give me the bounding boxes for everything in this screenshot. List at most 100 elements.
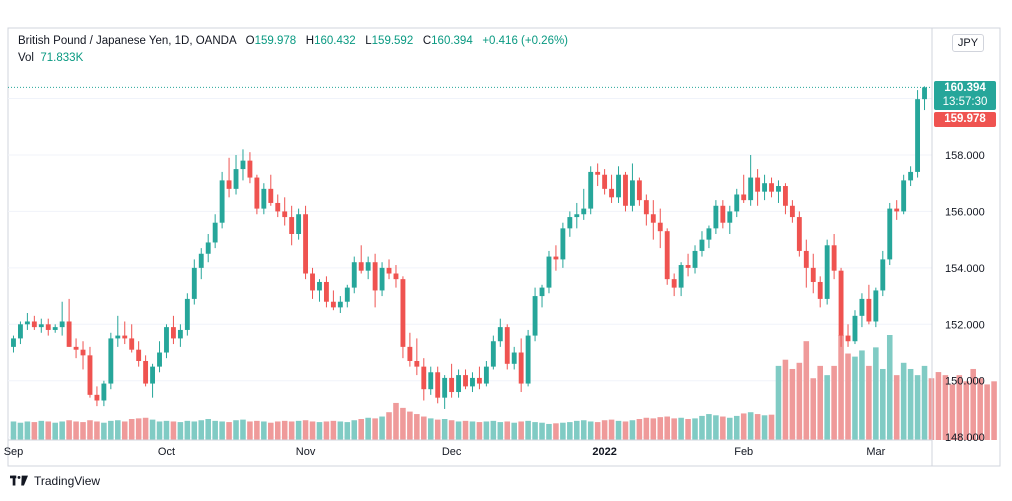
volume-bar <box>664 416 670 440</box>
candle-body <box>365 262 371 271</box>
candle-body <box>546 256 552 288</box>
candle-body <box>852 315 858 342</box>
volume-bar <box>142 417 149 440</box>
x-tick-label: Sep <box>4 446 24 458</box>
x-tick-label: Nov <box>296 446 316 458</box>
open-label: O <box>245 35 255 47</box>
volume-bar <box>803 341 810 440</box>
volume-bar <box>615 420 622 440</box>
candle-body <box>24 321 30 325</box>
candle-body <box>393 273 399 280</box>
candle-body <box>838 270 844 336</box>
volume-bar <box>261 421 267 440</box>
symbol-title[interactable]: British Pound / Japanese Yen, 1D, OANDA <box>18 35 236 47</box>
candle-body <box>31 321 37 328</box>
volume-bar <box>504 421 511 440</box>
volume-bar <box>268 422 274 440</box>
volume-bar <box>497 422 504 440</box>
y-tick-label: 158.000 <box>945 150 985 162</box>
volume-bar <box>567 422 573 440</box>
brand-name[interactable]: TradingView <box>34 474 101 488</box>
candle-body <box>915 99 921 172</box>
candle-body <box>233 169 239 189</box>
volume-bar <box>539 422 545 440</box>
candle-body <box>636 180 642 201</box>
candle-body <box>463 375 468 387</box>
candle-body <box>358 262 364 271</box>
candle-body <box>908 171 914 181</box>
candle-body <box>574 214 580 218</box>
currency-button[interactable]: JPY <box>952 34 984 52</box>
candle-body <box>873 290 879 322</box>
volume-bar <box>622 421 629 440</box>
volume-bar <box>414 414 420 440</box>
volume-bar <box>956 375 963 440</box>
volume-bar <box>66 420 72 440</box>
candle-body <box>170 327 176 339</box>
candle-body <box>386 267 392 274</box>
candle-body <box>776 186 781 192</box>
candle-body <box>157 352 162 367</box>
candle-body <box>699 239 705 251</box>
volume-bar <box>427 418 434 440</box>
candle-body <box>240 160 246 170</box>
volume-bar <box>775 365 782 440</box>
volume-bar <box>94 421 100 440</box>
volume-bar <box>455 421 462 440</box>
volume-bar <box>379 416 385 440</box>
candle-body <box>922 87 927 100</box>
candle-body <box>317 281 322 291</box>
candle-body <box>497 327 503 342</box>
volume-bar <box>518 421 524 440</box>
volume-bar <box>80 422 86 440</box>
volume-bar <box>796 362 803 440</box>
volume-bar <box>59 421 65 440</box>
tradingview-logo-icon[interactable] <box>10 475 28 487</box>
volume-bar <box>240 419 246 440</box>
candle-body <box>741 194 747 201</box>
candle-body <box>894 208 900 212</box>
volume-bar <box>859 350 865 440</box>
close-value: 160.394 <box>431 35 473 47</box>
candle-body <box>588 171 594 209</box>
open-value: 159.978 <box>254 35 297 47</box>
volume-bar <box>810 378 817 440</box>
candle-body <box>421 366 427 390</box>
y-tick-label: 154.000 <box>945 263 985 275</box>
candle-body <box>664 231 670 280</box>
volume-bar <box>838 335 844 440</box>
candle-body <box>52 327 58 330</box>
candle-body <box>539 287 545 297</box>
volume-bar <box>38 420 45 440</box>
volume-bar <box>824 375 830 440</box>
x-tick-label: Dec <box>442 446 462 458</box>
volume-bar <box>650 418 657 440</box>
candle-body <box>143 360 149 384</box>
time-axis[interactable]: Sep Oct Nov Dec 2022 Feb Mar <box>4 446 886 458</box>
candle-body <box>80 349 86 356</box>
volume-bar <box>636 419 643 440</box>
candle-body <box>198 253 204 268</box>
candle-body <box>303 214 309 274</box>
last-price-value: 160.394 <box>944 82 986 94</box>
volume-bar <box>219 421 225 440</box>
volume-bar <box>469 421 476 440</box>
volume-bar <box>337 421 344 440</box>
volume-bar <box>657 417 664 440</box>
candle-body <box>247 160 253 178</box>
candle-body <box>73 346 79 350</box>
volume-bar <box>949 384 956 440</box>
volume-bar <box>977 378 983 440</box>
candle-body <box>94 394 100 401</box>
candle-body <box>476 377 482 384</box>
candle-body <box>692 250 698 268</box>
candle-body <box>504 327 510 364</box>
volume-bar <box>87 420 93 440</box>
candle-body <box>810 267 816 282</box>
candle-body <box>87 355 93 395</box>
candle-body <box>372 262 378 291</box>
volume-bar <box>156 421 163 440</box>
volume-bar <box>476 422 483 440</box>
volume-bar <box>685 419 691 440</box>
